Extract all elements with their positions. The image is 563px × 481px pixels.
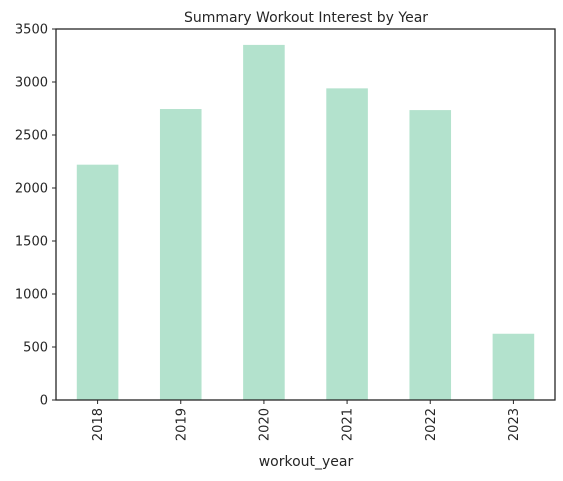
bar-2021	[326, 88, 368, 401]
y-tick-label: 2000	[15, 182, 48, 197]
y-tick-label: 1000	[15, 288, 48, 303]
x-axis: 2018 2019 2020 2021 2022 2023	[91, 400, 522, 441]
y-tick-label: 2500	[15, 129, 48, 144]
y-tick-label: 3000	[15, 76, 48, 91]
x-tick-label: 2019	[174, 408, 189, 441]
plot-frame	[55, 28, 556, 401]
y-axis: 0 500 1000 1500 2000 2500 3000 3500	[15, 23, 56, 409]
y-tick-label: 500	[23, 341, 48, 356]
y-tick-label: 3500	[15, 23, 48, 38]
x-axis-label: workout_year	[259, 454, 354, 470]
bar-2019	[159, 109, 202, 400]
bar-2022	[409, 110, 452, 400]
bars-group	[76, 44, 535, 401]
y-tick-label: 0	[40, 394, 48, 409]
x-tick-label: 2020	[257, 408, 272, 441]
bar-2023	[492, 333, 535, 400]
bar-2020	[243, 44, 285, 401]
x-tick-label: 2021	[341, 408, 356, 441]
x-tick-label: 2023	[507, 408, 522, 441]
y-tick-label: 1500	[15, 235, 48, 250]
bar-2018	[76, 164, 119, 400]
x-tick-label: 2022	[424, 408, 439, 441]
x-tick-label: 2018	[91, 408, 106, 441]
chart-title: Summary Workout Interest by Year	[184, 10, 428, 26]
